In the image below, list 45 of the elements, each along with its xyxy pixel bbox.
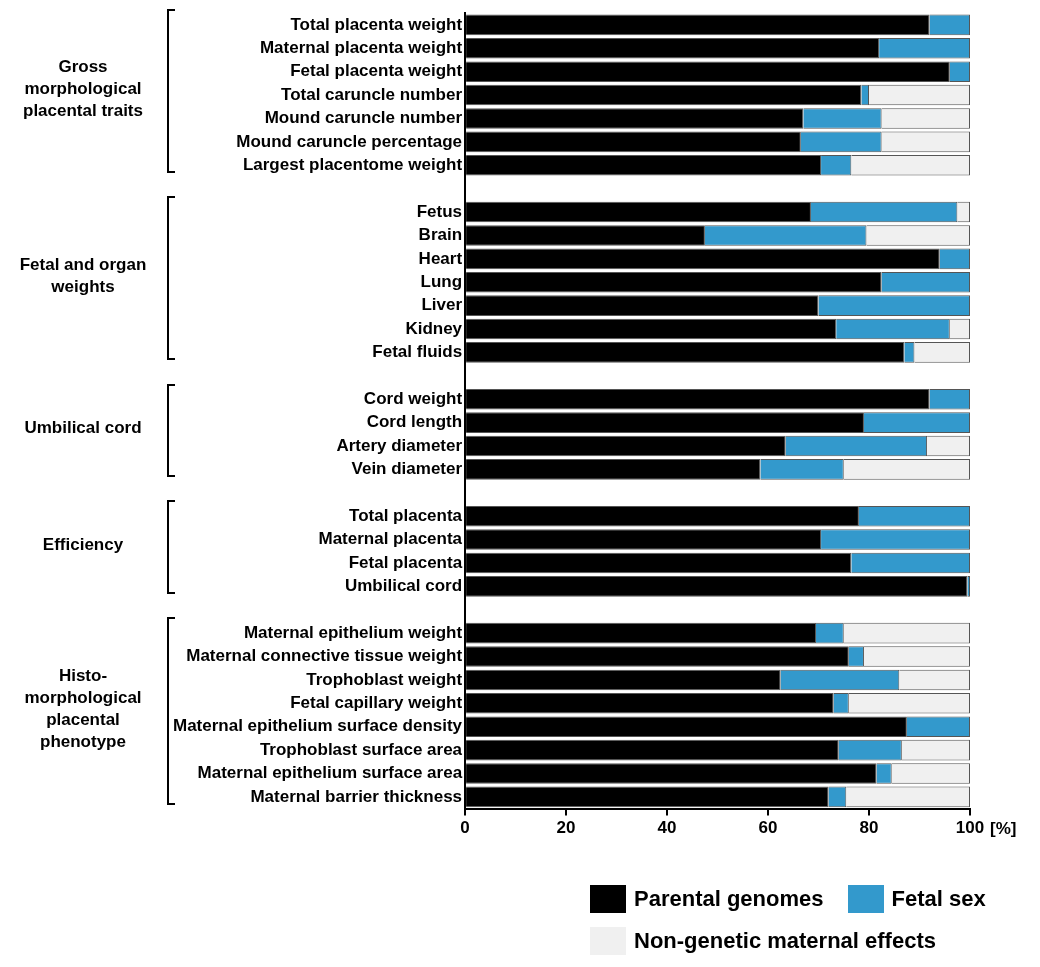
y-tick-label: Maternal epithelium weight — [243, 622, 463, 642]
y-tick-label: Lung — [420, 271, 463, 291]
x-tick-label: 0 — [460, 818, 470, 838]
y-tick-label: Mound caruncle number — [264, 108, 463, 128]
y-tick-label: Fetal placenta weight — [290, 61, 463, 81]
y-tick-label: Maternal epithelium surface density — [172, 716, 463, 736]
y-tick-label: Fetal placenta — [348, 552, 463, 572]
y-tick-label: Cord length — [366, 412, 463, 432]
y-tick-label: Trophoblast surface area — [259, 739, 463, 759]
y-tick-label: Maternal placenta — [318, 529, 463, 549]
y-tick-label: Umbilical cord — [344, 576, 463, 596]
y-tick-label: Kidney — [405, 318, 463, 338]
text: Gross morphological placental traits — [22, 56, 144, 123]
x-axis-title: [%] — [990, 819, 1017, 839]
text: Efficiency — [41, 534, 125, 557]
y-tick-label: Mound caruncle percentage — [236, 131, 463, 151]
y-tick-label: Total placenta weight — [290, 14, 463, 34]
y-tick-label: Artery diameter — [336, 435, 463, 455]
y-tick-label: Fetal capillary weight — [290, 693, 463, 713]
legend-label: Fetal sex — [891, 886, 986, 912]
y-tick-label: Largest placentome weight — [242, 154, 463, 174]
y-tick-label: Heart — [418, 248, 463, 268]
legend-label: Non-genetic maternal effects — [634, 928, 936, 954]
x-tick-label: 60 — [758, 818, 778, 838]
y-tick-label: Trophoblast weight — [306, 669, 463, 689]
x-tick-label: 20 — [556, 818, 576, 838]
y-tick-label: Cord weight — [363, 388, 463, 408]
x-tick-label: 100 — [955, 818, 985, 838]
text: Umbilical cord — [23, 417, 143, 440]
y-tick-label: Maternal connective tissue weight — [186, 646, 463, 666]
y-tick-label: Liver — [421, 295, 463, 315]
text: Fetal and organ weights — [18, 254, 148, 299]
y-tick-label: Maternal epithelium surface area — [197, 763, 463, 783]
y-tick-label: Total caruncle number — [281, 84, 463, 104]
x-tick-label: 80 — [859, 818, 879, 838]
y-tick-label: Maternal barrier thickness — [250, 786, 463, 806]
text: Histo-morphological placental phenotype — [23, 665, 143, 753]
y-tick-label: Vein diameter — [351, 459, 463, 479]
y-tick-label: Fetal fluids — [372, 342, 463, 362]
y-tick-label: Total placenta — [349, 505, 463, 525]
y-tick-label: Fetus — [416, 201, 463, 221]
x-tick-label: 40 — [657, 818, 677, 838]
legend-label: Parental genomes — [634, 886, 824, 912]
y-tick-label: Maternal placenta weight — [259, 37, 463, 57]
y-tick-label: Brain — [418, 225, 463, 245]
